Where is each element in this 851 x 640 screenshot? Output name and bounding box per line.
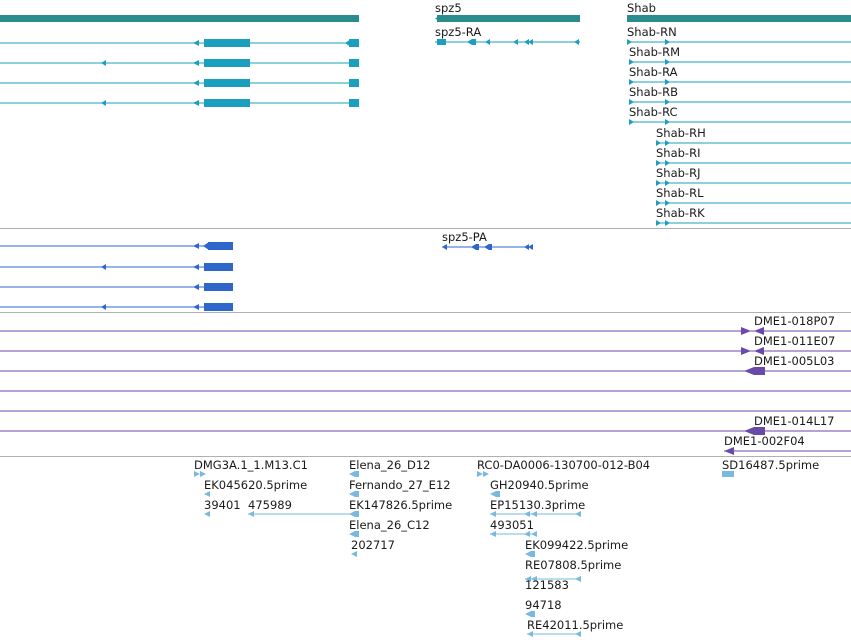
transcript-label-shab-RM: Shab-RM [629,45,680,59]
est-EK045620-mark [204,491,210,497]
transcript-shab-RL[interactable]: Shab-RL [656,186,851,206]
protein-left-2[interactable] [0,263,233,271]
est-label-SD16487[interactable]: SD16487.5prime [722,458,819,472]
clone-005L03-body [754,367,765,375]
transcript-shab-RJ[interactable]: Shab-RJ [656,166,851,186]
gene-bar-spz5[interactable] [437,15,580,22]
est-label-RE07808[interactable]: RE07808.5prime [525,558,621,572]
est-Fernando-mark [349,491,355,497]
est-RC0-mark-a [477,471,483,477]
gene-spz5-direction-arrow [435,15,441,22]
est-label-Elena_26_D12[interactable]: Elena_26_D12 [349,458,431,472]
est-Elena_26_C12-mark [349,531,355,537]
transcript-left-3[interactable] [0,79,359,87]
clone-014L17-head [744,427,754,435]
est-label-EK045620[interactable]: EK045620.5prime [204,478,307,492]
transcript-left-2[interactable] [0,59,359,67]
clone-018P07-head [741,327,751,335]
clone-018P07-tail [754,327,764,335]
transcript-track: spz5-RA Shab-RN Shab-RM Shab-RA Shab-RB [0,25,851,226]
est-label-EK099422[interactable]: EK099422.5prime [525,538,628,552]
est-label-493051[interactable]: 493051 [490,518,534,532]
transcript-shab-RA[interactable]: Shab-RA [629,65,851,85]
transcript-shab-RK[interactable]: Shab-RK [656,206,851,226]
est-label-94718[interactable]: 94718 [525,598,562,612]
est-label-475989[interactable]: 475989 [248,498,292,512]
est-label-39401[interactable]: 39401 [204,498,241,512]
est-label-Elena_26_C12[interactable]: Elena_26_C12 [349,518,430,532]
est-RC0-mark-b [483,471,489,477]
transcript-shab-RH[interactable]: Shab-RH [656,126,851,146]
gene-label-spz5[interactable]: spz5 [435,1,462,15]
clone-014L17-body [754,427,765,435]
gene-label-shab[interactable]: Shab [627,1,656,15]
transcript-left-1[interactable] [0,39,359,47]
transcript-label-shab-RC: Shab-RC [629,105,678,119]
transcript-label-shab-RB: Shab-RB [629,85,678,99]
clone-label-014L17[interactable]: DME1-014L17 [754,414,835,428]
transcript-label-shab-RI: Shab-RI [656,146,700,160]
clone-label-018P07[interactable]: DME1-018P07 [754,314,835,328]
transcript-label-shab-RK: Shab-RK [656,206,705,220]
est-label-RC0[interactable]: RC0-DA0006-130700-012-B04 [477,458,650,472]
gene-track: spz5 Shab [0,1,851,22]
est-DMG3A-mark-b [200,471,206,477]
est-label-EP15130[interactable]: EP15130.3prime [490,498,585,512]
est-GH20940-mark [490,491,496,497]
clone-track: DME1-018P07 DME1-011E07 DME1-005L03 DME1… [0,314,851,455]
clone-005L03-head [744,367,754,375]
est-label-RE42011[interactable]: RE42011.5prime [527,618,623,632]
est-label-121583[interactable]: 121583 [525,578,569,592]
gene-bar-left[interactable] [0,15,359,22]
est-label-EK147826[interactable]: EK147826.5prime [349,498,452,512]
clone-011E07-tail [754,347,764,355]
est-EK099422-mark [525,551,531,557]
est-475989-mark [248,511,254,517]
clone-002F04-head [724,447,734,455]
est-label-202717[interactable]: 202717 [351,538,395,552]
transcript-shab-RI[interactable]: Shab-RI [656,146,851,166]
est-39401-mark [204,511,210,517]
transcript-label-shab-RJ: Shab-RJ [656,166,700,180]
gene-bar-shab[interactable] [627,15,851,22]
protein-track: spz5-PA [0,230,533,311]
transcript-label-shab-RN: Shab-RN [627,25,677,39]
track-dividers [0,228,851,457]
transcript-label-shab-RL: Shab-RL [656,186,704,200]
protein-left-4[interactable] [0,303,233,311]
est-SD16487-mark [722,471,734,477]
protein-label-spz5-PA: spz5-PA [442,230,487,244]
clone-label-005L03[interactable]: DME1-005L03 [754,354,835,368]
est-track: DMG3A.1_1.M13.C1 EK045620.5prime 39401 4… [194,458,819,637]
protein-spz5-PA[interactable]: spz5-PA [442,230,533,250]
transcript-spz5-RA[interactable]: spz5-RA [435,25,580,45]
transcript-label-shab-RH: Shab-RH [656,126,706,140]
transcript-label-shab-RA: Shab-RA [629,65,678,79]
transcript-shab-RB[interactable]: Shab-RB [629,85,851,105]
protein-left-3[interactable] [0,283,233,291]
transcript-shab-RM[interactable]: Shab-RM [629,45,851,65]
est-label-GH20940[interactable]: GH20940.5prime [490,478,589,492]
est-label-Fernando[interactable]: Fernando_27_E12 [349,478,451,492]
est-202717-mark [351,551,357,557]
clone-label-002F04[interactable]: DME1-002F04 [724,434,805,448]
est-EK147826-mark [349,511,355,517]
clone-011E07-head [741,347,751,355]
est-Elena_26_D12-mark [349,471,355,477]
transcript-shab-RC[interactable]: Shab-RC [629,105,851,125]
protein-left-1[interactable] [0,242,233,250]
est-94718-mark [525,611,531,617]
transcript-label-spz5-RA: spz5-RA [435,25,481,39]
est-DMG3A-mark-a [194,471,200,477]
clone-label-011E07[interactable]: DME1-011E07 [754,334,835,348]
transcript-shab-RN[interactable]: Shab-RN [627,25,851,45]
est-label-DMG3A[interactable]: DMG3A.1_1.M13.C1 [194,458,308,472]
transcript-left-4[interactable] [0,99,359,107]
